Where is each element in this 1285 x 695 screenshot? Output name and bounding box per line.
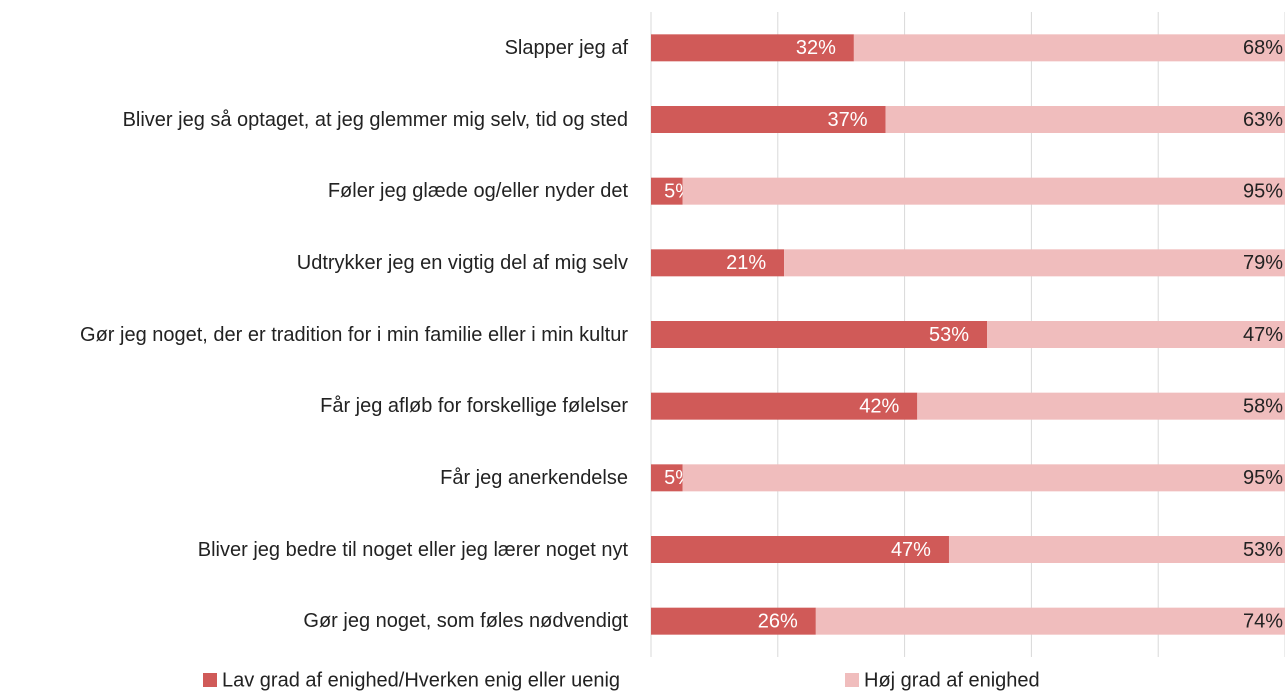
legend-label: Lav grad af enighed/Hverken enig eller u… [222, 669, 620, 691]
bar-segment [651, 392, 918, 420]
category-label: Får jeg anerkendelse [440, 466, 628, 489]
category-label: Udtrykker jeg en vigtig del af mig selv [296, 251, 628, 274]
bar-segment [885, 106, 1285, 133]
bar-segment [987, 321, 1285, 348]
bar-segment [948, 536, 1285, 563]
bar-segment [815, 607, 1285, 635]
value-label: 47% [1243, 324, 1283, 346]
bar-segment [651, 464, 683, 492]
bar-segment [682, 177, 1285, 205]
bar-segment [784, 249, 1285, 277]
category-label: Får jeg afløb for forskellige følelser [320, 395, 628, 418]
value-label: 95% [1243, 467, 1283, 489]
value-label: 32% [796, 37, 836, 59]
bar-segment [651, 34, 854, 62]
bar-segment [651, 321, 988, 348]
category-label: Slapper jeg af [504, 36, 628, 59]
bar-segment [651, 177, 683, 205]
category-label: Gør jeg noget, som føles nødvendigt [303, 610, 628, 633]
bar-segment [917, 392, 1285, 420]
legend-swatch [845, 673, 859, 687]
value-label: 37% [828, 109, 868, 131]
value-label: 58% [1243, 395, 1283, 417]
bar-segment [651, 106, 886, 133]
value-label: 79% [1243, 252, 1283, 274]
value-label: 68% [1243, 37, 1283, 59]
value-label: 47% [891, 539, 931, 561]
value-label: 74% [1243, 610, 1283, 632]
value-label: 63% [1243, 109, 1283, 131]
value-label: 53% [929, 324, 969, 346]
bar-segment [853, 34, 1285, 62]
bar-segment [651, 249, 785, 277]
category-label: Gør jeg noget, der er tradition for i mi… [80, 323, 628, 346]
category-label: Føler jeg glæde og/eller nyder det [327, 180, 628, 203]
value-label: 95% [1243, 180, 1283, 202]
category-label: Bliver jeg så optaget, at jeg glemmer mi… [122, 108, 628, 131]
value-label: 53% [1243, 539, 1283, 561]
bar-segment [651, 536, 949, 563]
value-label: 21% [726, 252, 766, 274]
bar-segment [651, 607, 816, 635]
value-label: 26% [758, 610, 798, 632]
value-label: 42% [859, 395, 899, 417]
legend-swatch [203, 673, 217, 687]
category-label: Bliver jeg bedre til noget eller jeg lær… [197, 538, 628, 561]
legend-label: Høj grad af enighed [864, 669, 1040, 691]
bar-segment [682, 464, 1285, 492]
